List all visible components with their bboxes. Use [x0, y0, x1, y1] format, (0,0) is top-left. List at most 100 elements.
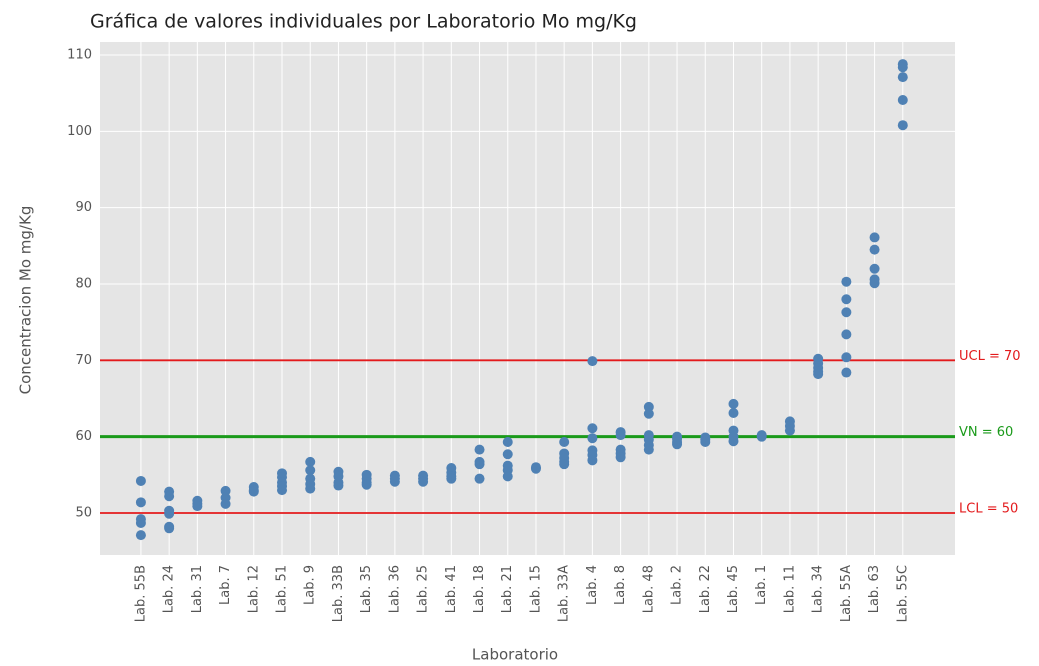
- data-point: [530, 463, 541, 474]
- x-tick-label: Lab. 34: [811, 565, 826, 613]
- reference-label: VN = 60: [959, 425, 1013, 440]
- x-tick-label: Lab. 55A: [839, 565, 854, 622]
- x-tick-label: Lab. 36: [387, 565, 402, 613]
- data-point: [728, 398, 739, 409]
- data-point: [587, 423, 598, 434]
- x-tick-label: Lab. 1: [754, 565, 769, 605]
- data-point: [869, 278, 880, 289]
- x-tick-label: Lab. 31: [190, 565, 205, 613]
- data-point: [135, 475, 146, 486]
- data-point: [389, 476, 400, 487]
- x-tick-label: Lab. 33A: [557, 565, 572, 622]
- x-tick-label: Lab. 55B: [133, 565, 148, 622]
- data-point: [813, 369, 824, 380]
- data-point: [897, 72, 908, 83]
- data-point: [869, 244, 880, 255]
- data-point: [418, 476, 429, 487]
- data-point: [446, 473, 457, 484]
- data-point: [559, 459, 570, 470]
- data-point: [643, 408, 654, 419]
- x-tick-label: Lab. 55C: [895, 565, 910, 622]
- data-point: [841, 307, 852, 318]
- data-point: [361, 479, 372, 490]
- x-tick-label: Lab. 21: [500, 565, 515, 613]
- data-point: [615, 452, 626, 463]
- x-tick-label: Lab. 4: [585, 565, 600, 605]
- data-point: [615, 430, 626, 441]
- data-point: [728, 436, 739, 447]
- x-tick-label: Lab. 51: [275, 565, 290, 613]
- data-point: [869, 232, 880, 243]
- data-point: [728, 408, 739, 419]
- data-point: [164, 523, 175, 534]
- data-point: [841, 329, 852, 340]
- x-tick-label: Lab. 8: [613, 565, 628, 605]
- data-point: [587, 433, 598, 444]
- x-tick-label: Lab. 2: [670, 565, 685, 605]
- data-point: [502, 449, 513, 460]
- data-point: [474, 473, 485, 484]
- x-tick-label: Lab. 11: [782, 565, 797, 613]
- y-axis-label: Concentracion Mo mg/Kg: [17, 206, 35, 395]
- data-point: [841, 352, 852, 363]
- x-tick-label: Lab. 33B: [331, 565, 346, 622]
- y-tick-label: 90: [75, 200, 92, 215]
- data-point: [841, 367, 852, 378]
- data-point: [305, 483, 316, 494]
- data-point: [672, 439, 683, 450]
- chart-title: Gráfica de valores individuales por Labo…: [90, 11, 637, 33]
- y-tick-label: 110: [67, 47, 92, 62]
- x-tick-label: Lab. 48: [641, 565, 656, 613]
- data-point: [869, 263, 880, 274]
- x-tick-label: Lab. 25: [416, 565, 431, 613]
- y-tick-label: 100: [67, 124, 92, 139]
- x-tick-label: Lab. 63: [867, 565, 882, 613]
- data-point: [587, 356, 598, 367]
- data-point: [164, 491, 175, 502]
- data-point: [897, 120, 908, 131]
- data-point: [192, 501, 203, 512]
- data-point: [220, 498, 231, 509]
- data-point: [897, 62, 908, 73]
- data-point: [559, 437, 570, 448]
- x-tick-label: Lab. 22: [698, 565, 713, 613]
- data-point: [897, 95, 908, 106]
- data-point: [305, 465, 316, 476]
- x-tick-label: Lab. 45: [726, 565, 741, 613]
- y-tick-label: 60: [75, 429, 92, 444]
- data-point: [248, 486, 259, 497]
- data-point: [700, 437, 711, 448]
- data-point: [164, 508, 175, 519]
- x-axis-label: Laboratorio: [472, 646, 558, 664]
- x-tick-label: Lab. 7: [218, 565, 233, 605]
- y-tick-label: 80: [75, 276, 92, 291]
- data-point: [643, 401, 654, 412]
- data-point: [333, 480, 344, 491]
- data-point: [277, 485, 288, 496]
- x-tick-label: Lab. 18: [472, 565, 487, 613]
- data-point: [756, 431, 767, 442]
- data-point: [502, 437, 513, 448]
- x-tick-label: Lab. 35: [359, 565, 374, 613]
- data-point: [305, 456, 316, 467]
- data-point: [643, 444, 654, 455]
- data-point: [587, 455, 598, 466]
- data-point: [135, 517, 146, 528]
- y-tick-label: 70: [75, 353, 92, 368]
- y-tick-label: 50: [75, 506, 92, 521]
- data-point: [474, 459, 485, 470]
- data-point: [841, 294, 852, 305]
- x-tick-label: Lab. 15: [528, 565, 543, 613]
- plot-area: [100, 42, 955, 555]
- data-point: [841, 276, 852, 287]
- data-point: [502, 471, 513, 482]
- data-point: [135, 530, 146, 541]
- x-tick-label: Lab. 9: [303, 565, 318, 605]
- x-tick-label: Lab. 41: [444, 565, 459, 613]
- data-point: [135, 497, 146, 508]
- data-point: [784, 425, 795, 436]
- data-point: [220, 485, 231, 496]
- reference-label: UCL = 70: [959, 349, 1021, 364]
